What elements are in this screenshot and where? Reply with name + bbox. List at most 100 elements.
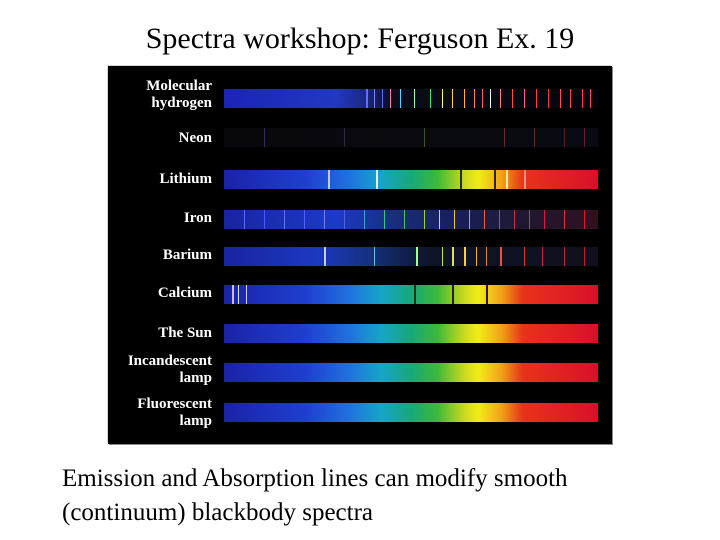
spectral-line xyxy=(452,285,454,304)
spectral-line xyxy=(414,89,415,108)
spectral-line xyxy=(430,89,431,108)
spectral-line xyxy=(232,285,234,304)
spectral-line xyxy=(486,285,488,304)
spectrum-band-iron xyxy=(224,210,598,229)
spectral-line xyxy=(366,89,368,108)
spectral-line xyxy=(564,210,565,229)
spectral-line xyxy=(564,128,565,147)
spectrum-band-calcium xyxy=(224,285,598,304)
spectrum-band-neon xyxy=(224,128,598,147)
spectral-line xyxy=(328,170,330,189)
spectral-line xyxy=(400,89,401,108)
spectral-line xyxy=(476,247,477,266)
spectrum-band-molecular-hydrogen xyxy=(224,89,598,108)
spectrum-band-fluorescent-lamp xyxy=(224,403,598,422)
spectral-line xyxy=(452,247,454,266)
spectrum-band-the-sun xyxy=(224,324,598,343)
spectral-line xyxy=(560,89,561,108)
spectral-line xyxy=(506,170,508,189)
spectral-line xyxy=(304,210,305,229)
spectral-line xyxy=(536,89,537,108)
spectral-line xyxy=(514,210,515,229)
spectral-line xyxy=(564,247,565,266)
spectral-line xyxy=(548,89,549,108)
spectral-line xyxy=(504,128,505,147)
spectral-line xyxy=(324,210,325,229)
spectral-line xyxy=(582,89,583,108)
spectrum-band-barium xyxy=(224,247,598,266)
spectral-line xyxy=(244,210,245,229)
spectral-line xyxy=(484,210,485,229)
spectral-line xyxy=(439,210,440,229)
spectrum-label-barium: Barium xyxy=(162,247,212,263)
spectral-line xyxy=(570,89,571,108)
label-line: Incandescent lamp xyxy=(127,353,212,386)
spectral-line xyxy=(414,285,416,304)
spectral-line xyxy=(454,210,455,229)
spectral-line xyxy=(382,89,383,108)
spectrum-label-calcium: Calcium xyxy=(157,285,212,301)
spectral-line xyxy=(590,89,591,108)
spectral-line xyxy=(494,170,496,189)
spectral-line xyxy=(246,285,247,304)
spectrum-band-incandescent-lamp xyxy=(224,363,598,382)
spectral-line xyxy=(544,210,545,229)
spectrum-label-neon: Neon xyxy=(178,130,212,146)
spectral-line xyxy=(284,210,285,229)
spectral-line xyxy=(464,89,465,108)
spectral-line xyxy=(512,89,513,108)
spectral-line xyxy=(452,89,453,108)
spectral-line xyxy=(482,89,483,108)
spectral-line xyxy=(324,247,326,266)
spectral-line xyxy=(264,210,265,229)
spectral-line xyxy=(442,247,443,266)
spectral-line xyxy=(344,128,345,147)
spectral-line xyxy=(500,89,501,108)
spectral-line xyxy=(344,210,345,229)
spectral-line xyxy=(424,128,425,147)
spectral-line xyxy=(264,128,265,147)
spectral-line xyxy=(534,128,535,147)
spectral-line xyxy=(374,247,375,266)
spectral-line xyxy=(238,285,239,304)
caption: Emission and Absorption lines can modify… xyxy=(62,462,702,530)
label-line: Molecular hydrogen xyxy=(146,78,212,111)
spectral-line xyxy=(384,210,385,229)
spectrum-label-the-sun: The Sun xyxy=(158,325,212,341)
spectral-line xyxy=(500,247,502,266)
spectral-line xyxy=(464,247,466,266)
spectral-line xyxy=(424,210,425,229)
spectral-line xyxy=(486,247,487,266)
spectral-line xyxy=(584,247,585,266)
spectral-line xyxy=(390,89,391,108)
spectrum-label-lithium: Lithium xyxy=(159,171,212,187)
caption-line-1: Emission and Absorption lines can modify… xyxy=(62,465,568,492)
spectral-line xyxy=(469,210,470,229)
spectrum-label-fluorescent-lamp: Fluorescent lamp xyxy=(92,396,212,430)
spectral-line xyxy=(474,89,475,108)
spectrum-label-iron: Iron xyxy=(183,210,212,226)
spectra-figure: Molecular hydrogen Neon Lithium Iron Bari… xyxy=(108,66,612,444)
spectral-line xyxy=(374,89,375,108)
spectral-line xyxy=(499,210,500,229)
spectral-line xyxy=(524,247,525,266)
spectrum-label-incandescent-lamp: Incandescent lamp xyxy=(92,353,212,387)
spectral-line xyxy=(416,247,418,266)
caption-line-2: (continuum) blackbody spectra xyxy=(62,499,374,526)
spectral-line xyxy=(584,128,585,147)
spectrum-band-lithium xyxy=(224,170,598,189)
spectral-line xyxy=(460,170,462,189)
spectral-line xyxy=(524,89,525,108)
label-line: Fluorescent lamp xyxy=(137,396,212,429)
spectral-line xyxy=(442,89,443,108)
slide-title: Spectra workshop: Ferguson Ex. 19 xyxy=(145,22,575,55)
spectral-line xyxy=(529,210,530,229)
spectral-line xyxy=(542,247,543,266)
spectral-line xyxy=(490,89,491,108)
spectral-line xyxy=(404,210,405,229)
spectral-line xyxy=(524,170,526,189)
spectral-line xyxy=(364,210,365,229)
spectral-line xyxy=(376,170,378,189)
spectrum-label-molecular-hydrogen: Molecular hydrogen xyxy=(92,78,212,112)
spectral-line xyxy=(584,210,585,229)
